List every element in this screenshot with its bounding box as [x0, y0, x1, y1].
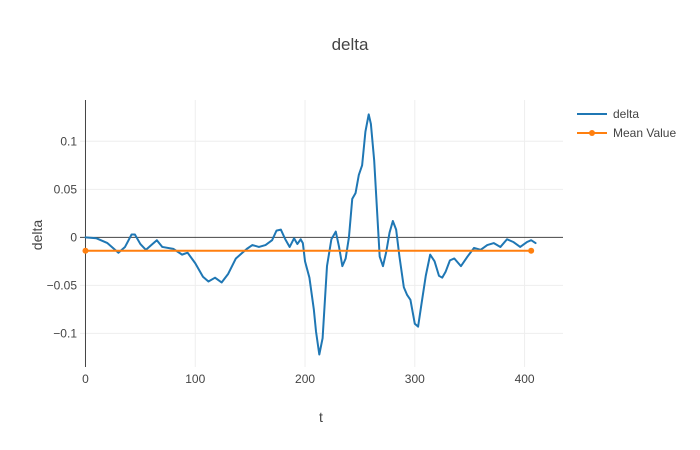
x-tick-label: 0 [82, 372, 89, 386]
x-tick-label: 200 [295, 372, 315, 386]
legend-label-mean-value: Mean Value [613, 126, 676, 140]
axis-layer [80, 100, 563, 367]
y-tick-label: 0.1 [60, 134, 77, 148]
legend: delta Mean Value [577, 107, 676, 140]
chart-title: delta [332, 35, 369, 54]
legend-item-delta[interactable]: delta [577, 107, 639, 121]
legend-label-delta: delta [613, 107, 639, 121]
grid-layer [80, 100, 563, 367]
legend-marker-mean-value [589, 130, 595, 136]
tick-layer: 0 100 200 300 400 −0.1 −0.05 0 0.05 0.1 [47, 134, 535, 386]
y-tick-label: 0.05 [54, 182, 78, 196]
x-axis-label: t [319, 409, 323, 425]
series-layer [82, 113, 537, 356]
series-point-mean-value [528, 247, 535, 254]
x-tick-label: 400 [515, 372, 535, 386]
series-line-delta [84, 113, 537, 356]
series-point-mean-value [82, 247, 89, 254]
x-tick-label: 100 [185, 372, 205, 386]
x-tick-label: 300 [405, 372, 425, 386]
y-tick-label: 0 [70, 230, 77, 244]
legend-item-mean-value[interactable]: Mean Value [577, 126, 676, 140]
y-tick-label: −0.05 [47, 278, 78, 292]
y-axis-label: delta [29, 220, 45, 251]
y-tick-label: −0.1 [53, 326, 77, 340]
